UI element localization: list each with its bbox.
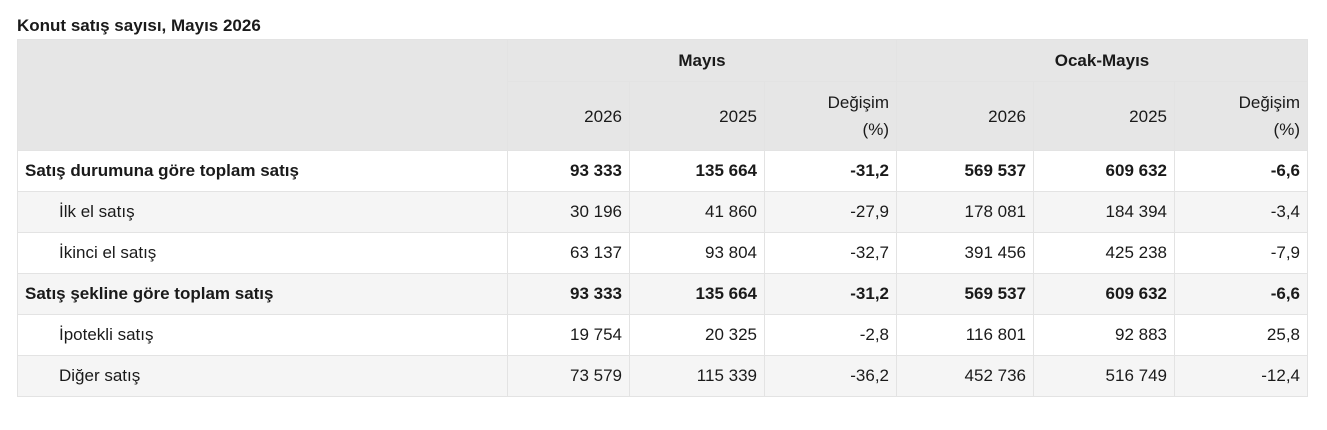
cell-value: 425 238 xyxy=(1033,232,1175,274)
cell-value: 63 137 xyxy=(507,232,630,274)
cell-value: 135 664 xyxy=(629,273,765,315)
cell-value: 73 579 xyxy=(507,355,630,397)
col-header-change: Değişim (%) xyxy=(764,81,897,151)
table-title: Konut satış sayısı, Mayıs 2026 xyxy=(17,16,261,35)
row-label: Satış durumuna göre toplam satış xyxy=(17,150,508,192)
cell-value: 92 883 xyxy=(1033,314,1175,356)
cell-value: 25,8 xyxy=(1174,314,1308,356)
table-row: Diğer satış 73 579 115 339 -36,2 452 736… xyxy=(17,355,1308,397)
cell-value: 116 801 xyxy=(896,314,1034,356)
table-row: Satış durumuna göre toplam satış 93 333 … xyxy=(17,150,1308,192)
cell-value: -6,6 xyxy=(1174,273,1308,315)
cell-value: 516 749 xyxy=(1033,355,1175,397)
cell-value: -7,9 xyxy=(1174,232,1308,274)
table-row: İpotekli satış 19 754 20 325 -2,8 116 80… xyxy=(17,314,1308,356)
table-row: Satış şekline göre toplam satış 93 333 1… xyxy=(17,273,1308,315)
col-header-2025: 2025 xyxy=(629,81,765,151)
housing-sales-table: Mayıs Ocak-Mayıs 2026 2025 Değişim (%) 20… xyxy=(17,39,1308,397)
cell-value: 609 632 xyxy=(1033,273,1175,315)
col-header-2026: 2026 xyxy=(896,81,1034,151)
table-container: Konut satış sayısı, Mayıs 2026 Mayıs Oca… xyxy=(17,12,1308,397)
row-label: İlk el satış xyxy=(17,191,508,233)
cell-value: 178 081 xyxy=(896,191,1034,233)
cell-value: -2,8 xyxy=(764,314,897,356)
cell-value: 135 664 xyxy=(629,150,765,192)
row-label: İpotekli satış xyxy=(17,314,508,356)
cell-value: -12,4 xyxy=(1174,355,1308,397)
change-label-line2: (%) xyxy=(862,120,889,139)
col-header-2026: 2026 xyxy=(507,81,630,151)
cell-value: 41 860 xyxy=(629,191,765,233)
cell-value: 93 804 xyxy=(629,232,765,274)
table-row: İkinci el satış 63 137 93 804 -32,7 391 … xyxy=(17,232,1308,274)
cell-value: -27,9 xyxy=(764,191,897,233)
cell-value: 115 339 xyxy=(629,355,765,397)
row-label: Satış şekline göre toplam satış xyxy=(17,273,508,315)
col-header-2025: 2025 xyxy=(1033,81,1175,151)
group-header-mayis: Mayıs xyxy=(507,39,897,82)
table-row: İlk el satış 30 196 41 860 -27,9 178 081… xyxy=(17,191,1308,233)
cell-value: 391 456 xyxy=(896,232,1034,274)
cell-value: 184 394 xyxy=(1033,191,1175,233)
row-label: Diğer satış xyxy=(17,355,508,397)
cell-value: 452 736 xyxy=(896,355,1034,397)
cell-value: -32,7 xyxy=(764,232,897,274)
row-label: İkinci el satış xyxy=(17,232,508,274)
row-label-header xyxy=(17,39,508,151)
sub-header-row: 2026 2025 Değişim (%) 2026 2025 Değişim (%… xyxy=(18,81,1308,151)
cell-value: 93 333 xyxy=(507,150,630,192)
cell-value: -31,2 xyxy=(764,150,897,192)
cell-value: 19 754 xyxy=(507,314,630,356)
cell-value: 30 196 xyxy=(507,191,630,233)
cell-value: 569 537 xyxy=(896,273,1034,315)
cell-value: 20 325 xyxy=(629,314,765,356)
change-label-line1: Değişim xyxy=(827,93,889,112)
group-header-ocak-mayis: Ocak-Mayıs xyxy=(896,39,1308,82)
cell-value: -6,6 xyxy=(1174,150,1308,192)
cell-value: -31,2 xyxy=(764,273,897,315)
group-header-row: Mayıs Ocak-Mayıs xyxy=(17,39,1308,151)
change-label-line1: Değişim xyxy=(1238,93,1300,112)
change-label-line2: (%) xyxy=(1273,120,1300,139)
cell-value: 93 333 xyxy=(507,273,630,315)
cell-value: -36,2 xyxy=(764,355,897,397)
cell-value: 609 632 xyxy=(1033,150,1175,192)
cell-value: 569 537 xyxy=(896,150,1034,192)
cell-value: -3,4 xyxy=(1174,191,1308,233)
col-header-change: Değişim (%) xyxy=(1174,81,1308,151)
